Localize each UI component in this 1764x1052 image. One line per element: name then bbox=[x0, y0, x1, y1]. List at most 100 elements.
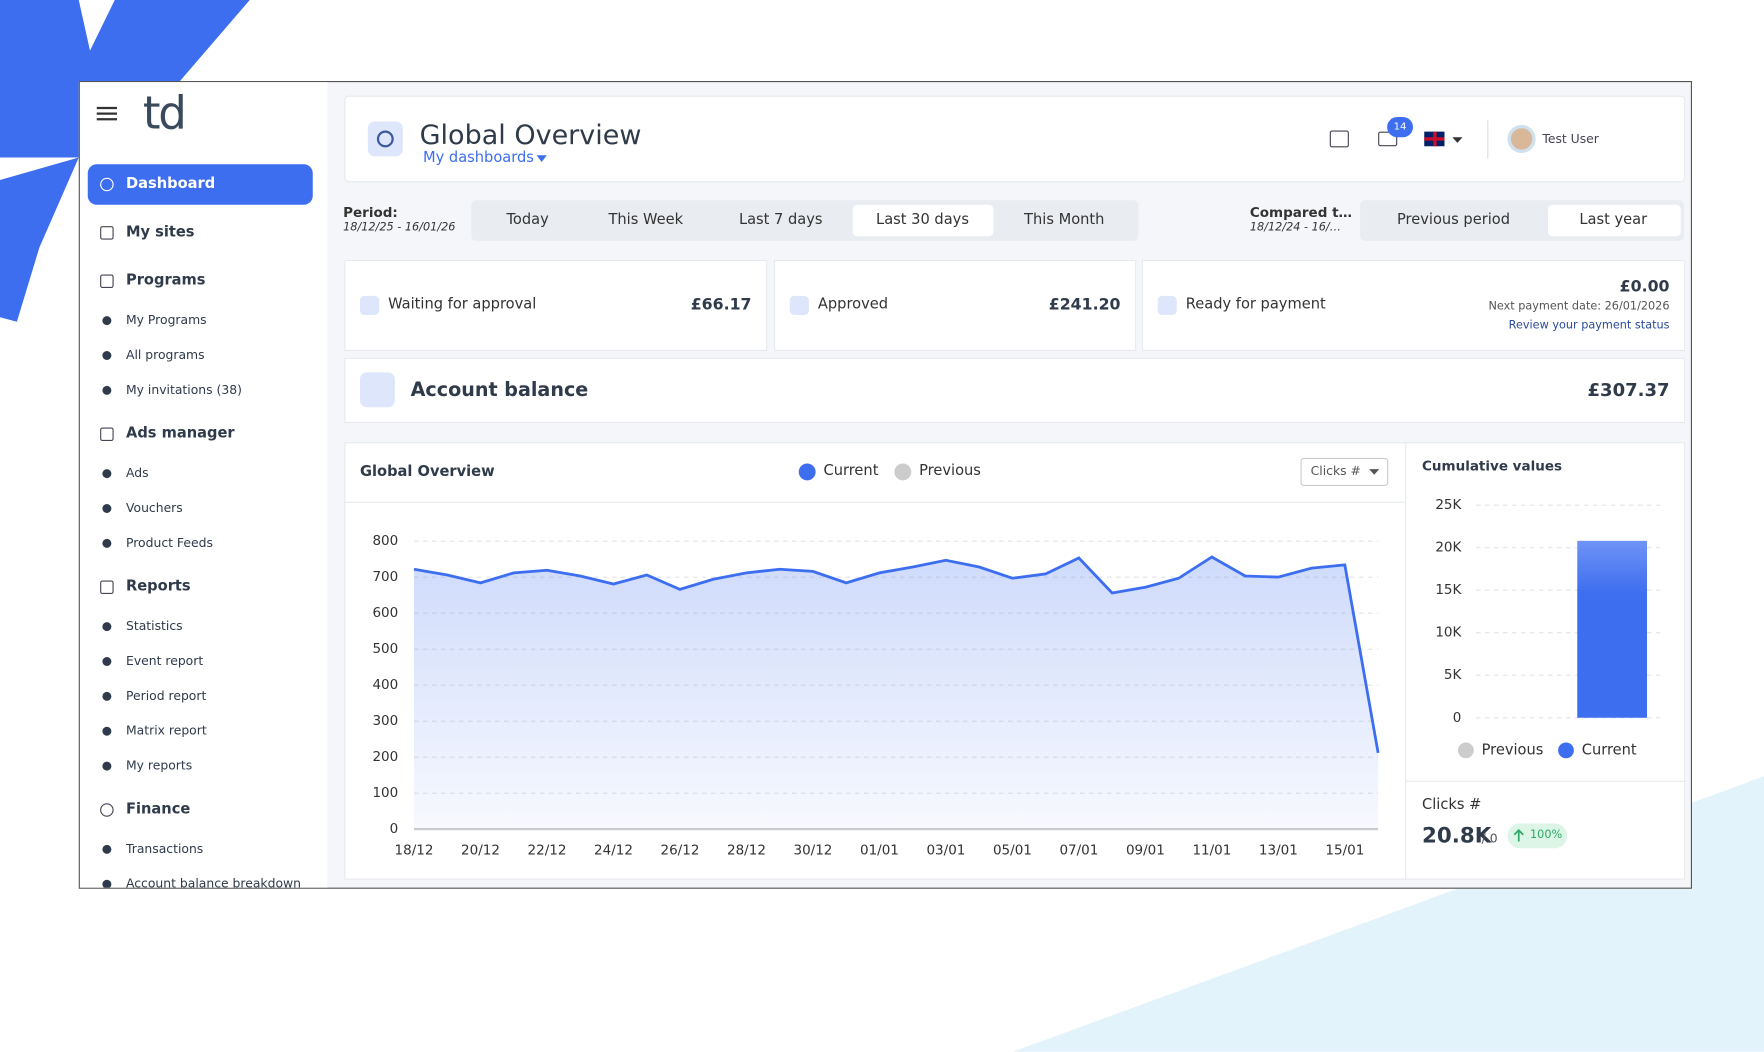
bullet bbox=[102, 538, 112, 548]
submenu-item[interactable]: My Programs bbox=[126, 312, 207, 328]
menu-icon bbox=[100, 580, 114, 594]
x-tick-label: 13/01 bbox=[1259, 843, 1298, 859]
x-tick-label: 01/01 bbox=[860, 843, 899, 859]
stat-link[interactable]: Review your payment status bbox=[1508, 319, 1670, 332]
chart-title: Global Overview bbox=[360, 463, 495, 481]
dashboard-select[interactable]: My dashboards bbox=[423, 149, 534, 167]
bullet bbox=[102, 844, 112, 854]
bullet bbox=[102, 316, 112, 326]
user-name[interactable]: Test User bbox=[1542, 131, 1599, 147]
divider bbox=[1405, 780, 1686, 782]
menu-item[interactable]: Dashboard bbox=[126, 175, 216, 193]
avatar[interactable] bbox=[1507, 124, 1536, 153]
y-tick-label: 20K bbox=[1435, 540, 1462, 556]
submenu-item[interactable]: Ads bbox=[126, 465, 149, 481]
y-tick-label: 200 bbox=[372, 749, 398, 765]
x-tick-label: 28/12 bbox=[727, 843, 766, 859]
stat-card bbox=[774, 259, 1137, 351]
badge bbox=[1387, 117, 1413, 138]
active-item[interactable] bbox=[87, 164, 313, 205]
period-option[interactable]: Last 7 days bbox=[738, 211, 823, 229]
menu-icon bbox=[100, 226, 114, 240]
y-tick-label: 300 bbox=[372, 713, 398, 729]
legend-label: Previous bbox=[1482, 741, 1544, 758]
feedback-icon[interactable] bbox=[1329, 130, 1349, 148]
caret bbox=[1369, 469, 1380, 475]
balance-icon bbox=[360, 372, 395, 408]
bullet bbox=[102, 657, 112, 666]
submenu-item[interactable]: All programs bbox=[126, 347, 205, 363]
x-tick-label: 24/12 bbox=[594, 843, 633, 859]
legend-label: Current bbox=[1582, 741, 1637, 758]
bullet bbox=[102, 469, 112, 479]
legend-label: Current bbox=[823, 462, 879, 480]
legend-dot bbox=[1458, 742, 1474, 759]
submenu-item[interactable]: Period report bbox=[126, 688, 207, 704]
submenu-item[interactable]: My invitations (38) bbox=[126, 382, 242, 398]
bullet bbox=[102, 385, 112, 395]
x-tick-label: 30/12 bbox=[793, 843, 832, 859]
summary-compare: / 0 bbox=[1481, 831, 1498, 846]
header-icon-glyph bbox=[376, 130, 394, 148]
stat-value: £66.17 bbox=[690, 295, 752, 314]
submenu-item[interactable]: Event report bbox=[126, 653, 204, 669]
period-option[interactable]: This Month bbox=[1024, 211, 1105, 229]
x-tick-label: 26/12 bbox=[661, 843, 700, 859]
legend-label: Previous bbox=[919, 462, 981, 480]
menu-toggle[interactable] bbox=[96, 112, 117, 115]
period-option[interactable]: Today bbox=[506, 211, 549, 229]
submenu-item[interactable]: Transactions bbox=[126, 841, 204, 857]
bullet bbox=[102, 622, 112, 632]
submenu-item[interactable]: Product Feeds bbox=[126, 535, 213, 551]
stat-icon bbox=[360, 295, 380, 315]
sidebar: td Dashboard My sites Programs My Programs Al… bbox=[79, 82, 328, 889]
legend-dot bbox=[1558, 742, 1574, 759]
stat-icon bbox=[789, 295, 809, 315]
menu-item[interactable]: Ads manager bbox=[126, 425, 235, 443]
stat-icon bbox=[1157, 295, 1177, 315]
balance-value: £307.37 bbox=[1587, 379, 1670, 401]
flag[interactable] bbox=[1424, 131, 1445, 147]
summary-value: 20.8K bbox=[1422, 823, 1492, 849]
y-tick-label: 5K bbox=[1444, 667, 1463, 683]
change-arrow-text: 100% bbox=[1530, 829, 1563, 842]
bullet bbox=[102, 691, 112, 701]
y-tick-label: 700 bbox=[372, 569, 398, 585]
y-tick-label: 100 bbox=[372, 785, 398, 801]
notification-count: 14 bbox=[1393, 121, 1407, 133]
menu-item[interactable]: Programs bbox=[126, 272, 206, 290]
change-arrow bbox=[1513, 829, 1524, 842]
submenu-item[interactable]: My reports bbox=[126, 758, 193, 773]
menu-item[interactable]: My sites bbox=[126, 223, 195, 241]
metric-select-label: Clicks # bbox=[1310, 463, 1361, 479]
bullet bbox=[102, 761, 112, 771]
stat-label: Ready for payment bbox=[1185, 295, 1326, 313]
menu-item[interactable]: Finance bbox=[126, 801, 191, 818]
submenu-item[interactable]: Vouchers bbox=[126, 500, 183, 516]
stat-label: Approved bbox=[817, 295, 889, 313]
divider bbox=[344, 501, 1406, 503]
selected-tab bbox=[852, 204, 994, 237]
selected-tab bbox=[1548, 204, 1681, 237]
submenu-item[interactable]: Statistics bbox=[126, 618, 183, 634]
period-range: 18/12/25 - 16/01/26 bbox=[343, 221, 456, 234]
period-option[interactable]: Last 30 days bbox=[876, 211, 969, 229]
period-option[interactable]: This Week bbox=[608, 211, 684, 229]
y-tick-label: 0 bbox=[1453, 710, 1462, 726]
menu-toggle[interactable] bbox=[96, 118, 117, 121]
x-tick-label: 15/01 bbox=[1325, 843, 1364, 859]
menu-item[interactable]: Reports bbox=[126, 578, 191, 596]
change-badge bbox=[1507, 823, 1568, 849]
x-tick-label: 22/12 bbox=[528, 843, 567, 859]
submenu-item[interactable]: Matrix report bbox=[126, 723, 207, 738]
compare-option[interactable]: Previous period bbox=[1396, 211, 1511, 229]
submenu-item[interactable]: Account balance breakdown bbox=[126, 876, 301, 889]
x-tick-label: 18/12 bbox=[395, 843, 434, 859]
divider bbox=[1405, 442, 1407, 880]
compare-option[interactable]: Last year bbox=[1579, 211, 1648, 229]
bar bbox=[1577, 540, 1647, 718]
y-tick-label: 500 bbox=[372, 641, 398, 657]
menu-toggle[interactable] bbox=[96, 106, 117, 110]
